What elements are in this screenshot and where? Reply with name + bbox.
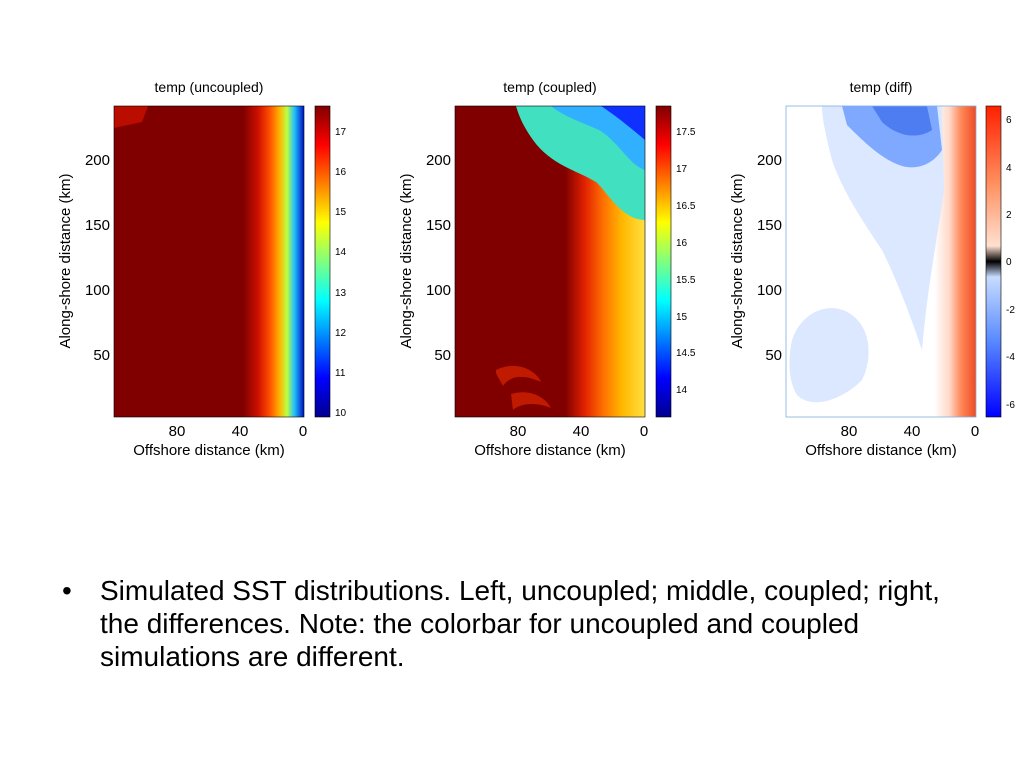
x-tick-label: 80	[841, 423, 858, 440]
colorbar-tick-label: 14.5	[676, 348, 696, 359]
y-axis-label: Along-shore distance (km)	[398, 173, 415, 348]
colorbar-tick-label: -4	[1006, 352, 1015, 363]
y-tick-label: 200	[426, 152, 451, 169]
colorbar-tick-label: 16	[335, 167, 347, 178]
heatmap-feature	[872, 106, 932, 136]
heatmap-feature	[551, 106, 645, 170]
colorbar-tick-label: 16	[676, 238, 688, 249]
heatmap-feature	[601, 106, 645, 140]
y-tick-labels: 200 150 100 50	[85, 152, 110, 364]
bullet: •	[62, 575, 72, 606]
panel-coupled: temp (coupled) 200 150 100 50 80 40 0 Of…	[391, 70, 711, 470]
x-tick-label: 0	[971, 423, 979, 440]
colorbar-tick-label: 16.5	[676, 201, 696, 212]
caption: • Simulated SST distributions. Left, unc…	[62, 574, 962, 673]
x-tick-label: 40	[904, 423, 921, 440]
chart-diff: temp (diff) 200 150 100 50 80 40 0 Offsh…	[729, 79, 1015, 459]
heatmap-feature	[495, 365, 541, 386]
panel-diff: temp (diff) 200 150 100 50 80 40 0 Offsh…	[722, 70, 1024, 470]
y-tick-label: 100	[757, 282, 782, 299]
colorbar-tick-label: 15	[335, 207, 347, 218]
y-tick-label: 150	[85, 217, 110, 234]
y-axis-label: Along-shore distance (km)	[729, 173, 746, 348]
colorbar-tick-label: -2	[1006, 305, 1015, 316]
colorbar-tick-label: 4	[1006, 163, 1012, 174]
x-tick-label: 40	[573, 423, 590, 440]
chart-coupled: temp (coupled) 200 150 100 50 80 40 0 Of…	[398, 79, 696, 459]
colorbar-tick-label: 15	[676, 312, 688, 323]
colorbar-tick-label: 10	[335, 408, 347, 419]
y-axis-label: Along-shore distance (km)	[57, 173, 74, 348]
plot-frame	[113, 105, 305, 418]
colorbar-tick-label: 17.5	[676, 127, 696, 138]
x-axis-label: Offshore distance (km)	[133, 442, 284, 459]
colorbar-tick-label: 14	[335, 247, 347, 258]
y-tick-label: 50	[434, 347, 451, 364]
y-tick-label: 100	[85, 282, 110, 299]
colorbar-tick-labels: 17.5 17 16.5 16 15.5 15 14.5 14	[676, 127, 696, 396]
panel-uncoupled: temp (uncoupled) 200 150 100 50 80 40 0 …	[50, 70, 370, 470]
heatmap-feature	[114, 106, 148, 128]
colorbar	[655, 105, 672, 418]
x-axis-label: Offshore distance (km)	[805, 442, 956, 459]
colorbar-tick-label: 17	[676, 164, 688, 175]
y-tick-label: 50	[765, 347, 782, 364]
heatmap-feature	[511, 392, 551, 410]
x-tick-label: 80	[169, 423, 186, 440]
heatmap-feature	[789, 308, 869, 403]
colorbar-tick-label: 13	[335, 288, 347, 299]
plot-title: temp (diff)	[850, 79, 913, 95]
y-tick-label: 200	[85, 152, 110, 169]
plot-title: temp (uncoupled)	[155, 79, 264, 95]
x-tick-labels: 80 40 0	[841, 423, 980, 440]
x-axis-label: Offshore distance (km)	[474, 442, 625, 459]
colorbar-tick-label: 2	[1006, 210, 1012, 221]
x-tick-label: 80	[510, 423, 527, 440]
colorbar-tick-label: 15.5	[676, 275, 696, 286]
plot-frame	[785, 105, 977, 418]
plot-title: temp (coupled)	[503, 79, 596, 95]
y-tick-label: 150	[426, 217, 451, 234]
y-tick-labels: 200 150 100 50	[426, 152, 451, 364]
x-tick-label: 0	[640, 423, 648, 440]
colorbar	[985, 105, 1002, 418]
y-tick-label: 50	[93, 347, 110, 364]
caption-text: Simulated SST distributions. Left, uncou…	[100, 575, 940, 672]
x-tick-label: 40	[232, 423, 249, 440]
colorbar-tick-labels: 17 16 15 14 13 12 11 10	[335, 127, 347, 419]
y-tick-label: 150	[757, 217, 782, 234]
colorbar-tick-label: 17	[335, 127, 347, 138]
y-tick-label: 200	[757, 152, 782, 169]
colorbar-tick-label: 12	[335, 328, 347, 339]
chart-uncoupled: temp (uncoupled) 200 150 100 50 80 40 0 …	[57, 79, 347, 459]
colorbar-tick-label: 6	[1006, 115, 1012, 126]
heatmap-field	[114, 106, 304, 417]
y-tick-label: 100	[426, 282, 451, 299]
colorbar-tick-labels: 6 4 2 0 -2 -4 -6	[1006, 115, 1015, 411]
x-tick-labels: 80 40 0	[510, 423, 649, 440]
x-tick-labels: 80 40 0	[169, 423, 308, 440]
colorbar-tick-label: 11	[335, 368, 346, 379]
plot-frame	[454, 105, 646, 418]
colorbar	[314, 105, 331, 418]
colorbar-tick-label: 0	[1006, 257, 1012, 268]
y-tick-labels: 200 150 100 50	[757, 152, 782, 364]
colorbar-tick-label: -6	[1006, 400, 1015, 411]
x-tick-label: 0	[299, 423, 307, 440]
colorbar-tick-label: 14	[676, 385, 688, 396]
